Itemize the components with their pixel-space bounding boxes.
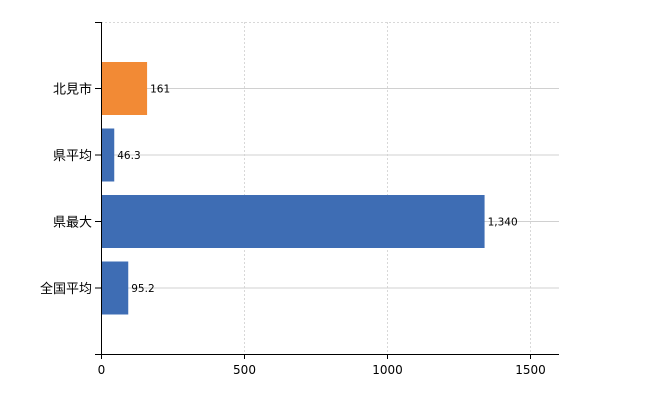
x-tick-label: 500 [233,363,256,377]
y-tick-label: 県平均 [53,149,92,164]
y-tick-label: 北見市 [53,82,92,98]
y-tick-label: 県最大 [53,216,92,231]
x-tick-label: 1000 [372,363,403,377]
data-label: 46.3 [117,150,140,162]
x-tick-label: 0 [98,363,106,377]
bar [101,261,129,315]
bar [101,195,485,248]
data-label: 95.2 [131,283,154,295]
data-label: 1,340 [488,217,518,229]
bar [101,128,115,182]
y-tick-label: 全国平均 [40,281,92,297]
data-label: 161 [150,84,170,96]
x-tick-label: 1500 [515,363,546,377]
bar [101,62,148,115]
